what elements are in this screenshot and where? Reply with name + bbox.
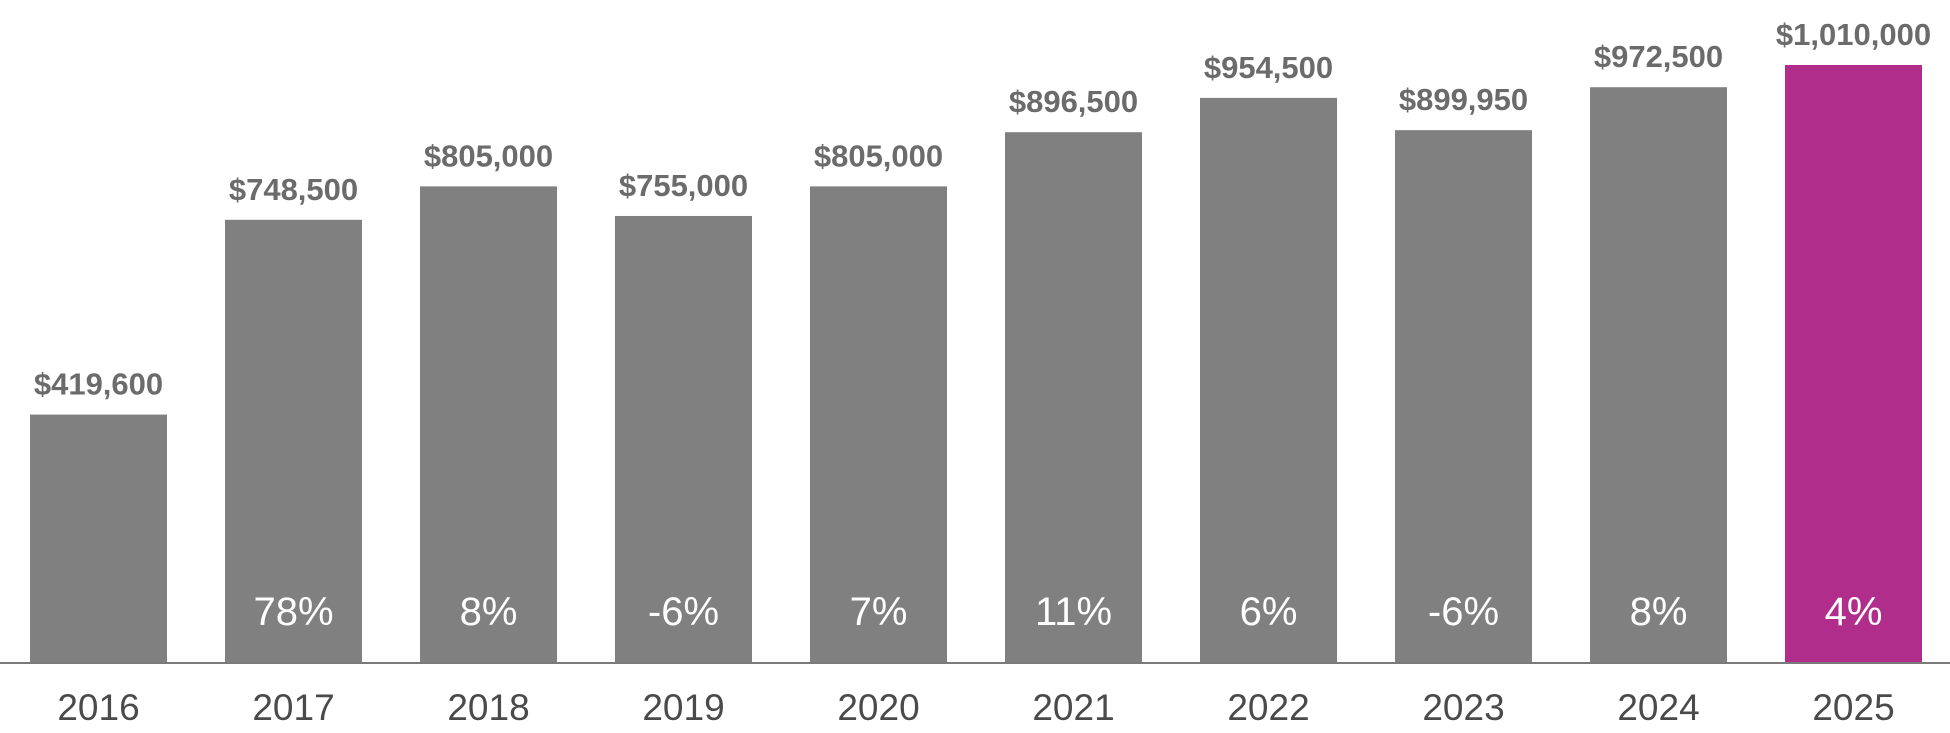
x-tick-label-2024: 2024 — [1617, 687, 1699, 728]
bar-2022 — [1200, 97, 1337, 663]
bar-2018 — [420, 186, 557, 664]
x-tick-label-2020: 2020 — [837, 687, 919, 728]
change-label-2022: 6% — [1240, 590, 1298, 634]
x-tick-label-2022: 2022 — [1227, 687, 1309, 728]
value-label-2021: $896,500 — [1009, 84, 1138, 119]
bar-2019 — [615, 215, 752, 663]
x-tick-label-2021: 2021 — [1032, 687, 1114, 728]
bar-2017 — [225, 219, 362, 663]
x-tick-label-2025: 2025 — [1812, 687, 1894, 728]
x-tick-label-2016: 2016 — [57, 687, 139, 728]
change-label-2021: 11% — [1035, 590, 1112, 634]
change-label-2018: 8% — [460, 590, 518, 634]
change-label-2024: 8% — [1630, 590, 1688, 634]
change-label-2019: -6% — [648, 590, 719, 634]
bar-2020 — [810, 186, 947, 664]
value-label-2025: $1,010,000 — [1776, 17, 1931, 52]
bars-group — [30, 65, 1922, 664]
bar-2025 — [1785, 65, 1922, 663]
bar-2024 — [1590, 87, 1727, 663]
value-label-2019: $755,000 — [619, 168, 748, 203]
x-tick-label-2023: 2023 — [1422, 687, 1504, 728]
value-label-2020: $805,000 — [814, 138, 943, 173]
x-tick-label-2018: 2018 — [447, 687, 529, 728]
change-label-2023: -6% — [1428, 590, 1499, 634]
value-label-2024: $972,500 — [1594, 39, 1723, 74]
change-label-2017: 78% — [253, 590, 333, 634]
value-label-2022: $954,500 — [1204, 50, 1333, 85]
bar-2021 — [1005, 132, 1142, 663]
change-labels-group: 78% 8% -6% 7% 11% 6% -6% 8% 4% — [253, 590, 1882, 634]
value-label-2016: $419,600 — [34, 367, 163, 402]
bar-2016 — [30, 414, 167, 663]
value-label-2023: $899,950 — [1399, 82, 1528, 117]
change-label-2020: 7% — [850, 590, 908, 634]
year-labels-group: 2016 2017 2018 2019 2020 2021 2022 2023 2024 2025 — [57, 687, 1894, 728]
value-labels-group: $419,600 $748,500 $805,000 $755,000 $805,000… — [34, 17, 1931, 402]
change-label-2025: 4% — [1825, 590, 1883, 634]
x-tick-label-2017: 2017 — [252, 687, 334, 728]
value-label-2018: $805,000 — [424, 138, 553, 173]
x-tick-label-2019: 2019 — [642, 687, 724, 728]
value-label-2017: $748,500 — [229, 172, 358, 207]
bar-2023 — [1395, 130, 1532, 663]
